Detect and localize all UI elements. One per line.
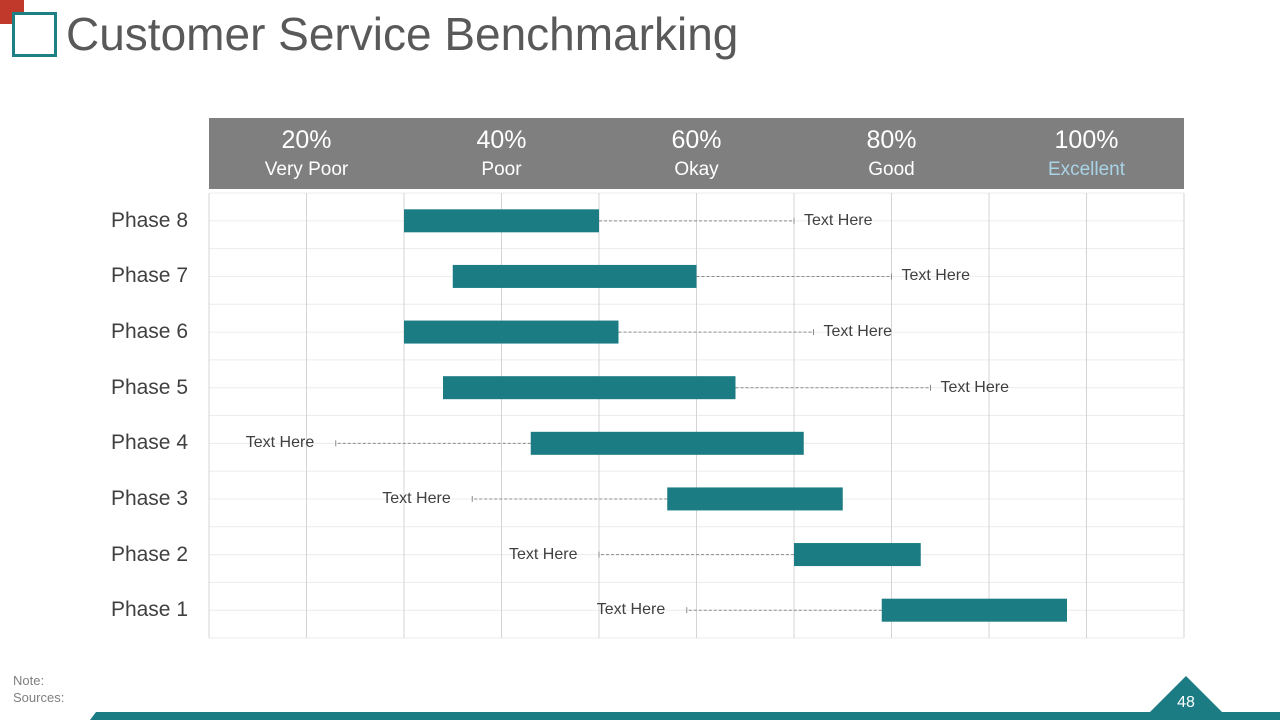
bar-annotation-text: Text Here — [509, 545, 578, 563]
tick-percent-label: 60% — [671, 126, 722, 154]
bar-annotation-text: Text Here — [901, 267, 970, 285]
phase-label: Phase 3 — [110, 486, 188, 510]
phase-range-bar — [794, 543, 921, 567]
scale-tick: 80% Good — [807, 118, 977, 181]
phase-range-bar — [443, 376, 736, 400]
phase-range-bar — [881, 598, 1067, 622]
tick-percent-label: 100% — [1054, 126, 1119, 154]
scale-tick: 60% Okay — [612, 118, 782, 181]
logo-square-icon — [12, 12, 57, 57]
phase-range-bar — [530, 431, 804, 455]
tick-percent-label: 40% — [476, 126, 527, 154]
tick-percent-label: 20% — [281, 126, 332, 154]
slide-title: Customer Service Benchmarking — [66, 8, 739, 60]
tick-percent-label: 80% — [866, 126, 917, 154]
scale-tick: 20% Very Poor — [222, 118, 392, 181]
footer-band — [90, 712, 1280, 720]
bar-annotation-text: Text Here — [940, 378, 1009, 396]
page-number-triangle — [1150, 676, 1222, 712]
page-number: 48 — [1177, 694, 1195, 711]
bar-annotation-text: Text Here — [823, 323, 892, 341]
phase-label: Phase 2 — [110, 542, 188, 566]
scale-tick: 100% Excellent — [1002, 118, 1172, 181]
bar-annotation-text: Text Here — [596, 601, 666, 619]
bar-annotation-text: Text Here — [245, 434, 315, 452]
phase-range-bar — [452, 264, 697, 288]
tick-rating-label: Poor — [481, 159, 522, 180]
sources-label: Sources: — [13, 690, 65, 705]
phase-range-bar — [404, 320, 619, 344]
bar-annotation-text: Text Here — [382, 489, 451, 507]
phase-label: Phase 8 — [110, 208, 188, 232]
tick-rating-label: Very Poor — [264, 159, 349, 180]
phase-range-bar — [667, 487, 843, 511]
phase-label: Phase 6 — [110, 320, 188, 344]
scale-tick: 40% Poor — [417, 118, 587, 181]
tick-rating-label: Okay — [674, 159, 719, 180]
note-label: Note: — [13, 673, 45, 688]
footer-note: Note: Sources: — [13, 672, 64, 706]
scale-header-band: 20% Very Poor 40% Poor 60% Okay 80% Good 100% Exc… — [209, 118, 1184, 189]
tick-rating-label: Good — [868, 159, 915, 180]
phase-label: Phase 1 — [110, 598, 188, 622]
tick-rating-label: Excellent — [1047, 159, 1126, 180]
phase-label: Phase 7 — [110, 264, 188, 288]
phase-label: Phase 4 — [110, 431, 188, 455]
bar-annotation-text: Text Here — [804, 211, 873, 229]
phase-label: Phase 5 — [110, 375, 188, 399]
phase-range-bar — [404, 209, 599, 233]
